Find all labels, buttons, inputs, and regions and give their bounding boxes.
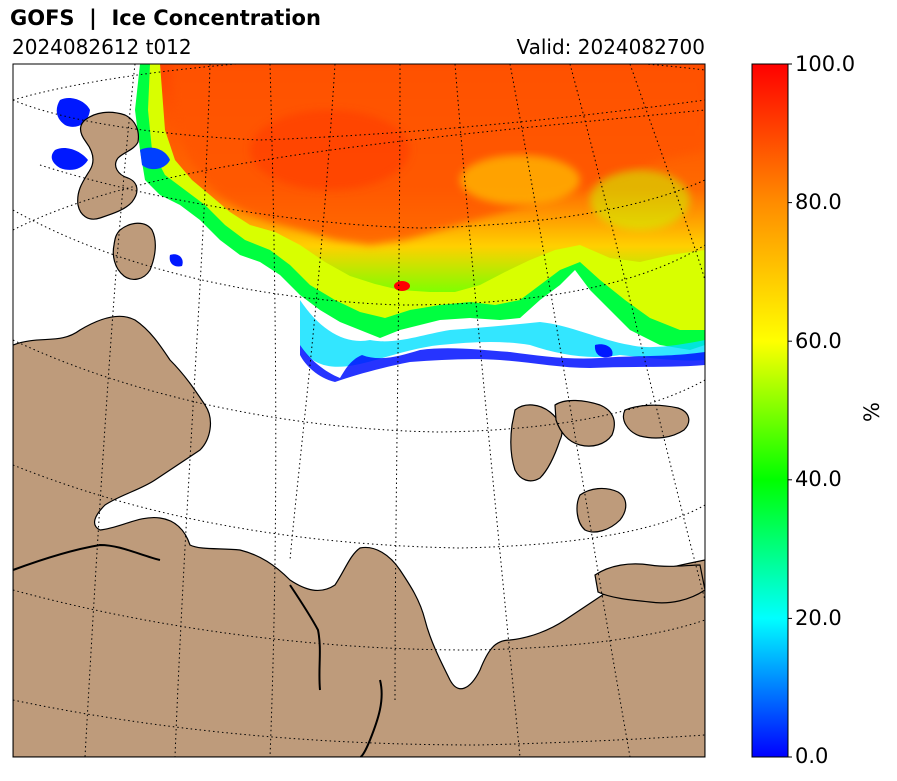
colorbar-tick-20: 20.0: [795, 606, 842, 630]
map-title: GOFS | Ice Concentration: [10, 6, 321, 30]
graticule: [13, 64, 705, 757]
island-2: [554, 399, 615, 447]
novaya-zemlya-south: [112, 222, 156, 280]
land-masses: [13, 111, 705, 757]
colorbar-tick-0: 0.0: [795, 744, 829, 768]
map-panel: [13, 64, 705, 757]
rivers: [13, 543, 383, 757]
novaya-zemlya-north: [77, 111, 140, 220]
model-run-label: 2024082612 t012: [12, 35, 192, 59]
valid-time-label: Valid: 2024082700: [516, 35, 705, 59]
island-5: [594, 563, 705, 604]
colorbar: [751, 63, 789, 758]
colorbar-ticks: [788, 63, 792, 758]
colorbar-tick-40: 40.0: [795, 467, 842, 491]
colorbar-tick-80: 80.0: [795, 190, 842, 214]
island-3: [622, 404, 690, 439]
map-frame: [12, 63, 706, 758]
colorbar-tick-100: 100.0: [795, 52, 856, 76]
colorbar-label: %: [859, 402, 884, 422]
mainland: [13, 315, 705, 757]
island-1: [510, 404, 563, 482]
colorbar-tick-60: 60.0: [795, 329, 842, 353]
ice-concentration-field: [51, 64, 705, 382]
